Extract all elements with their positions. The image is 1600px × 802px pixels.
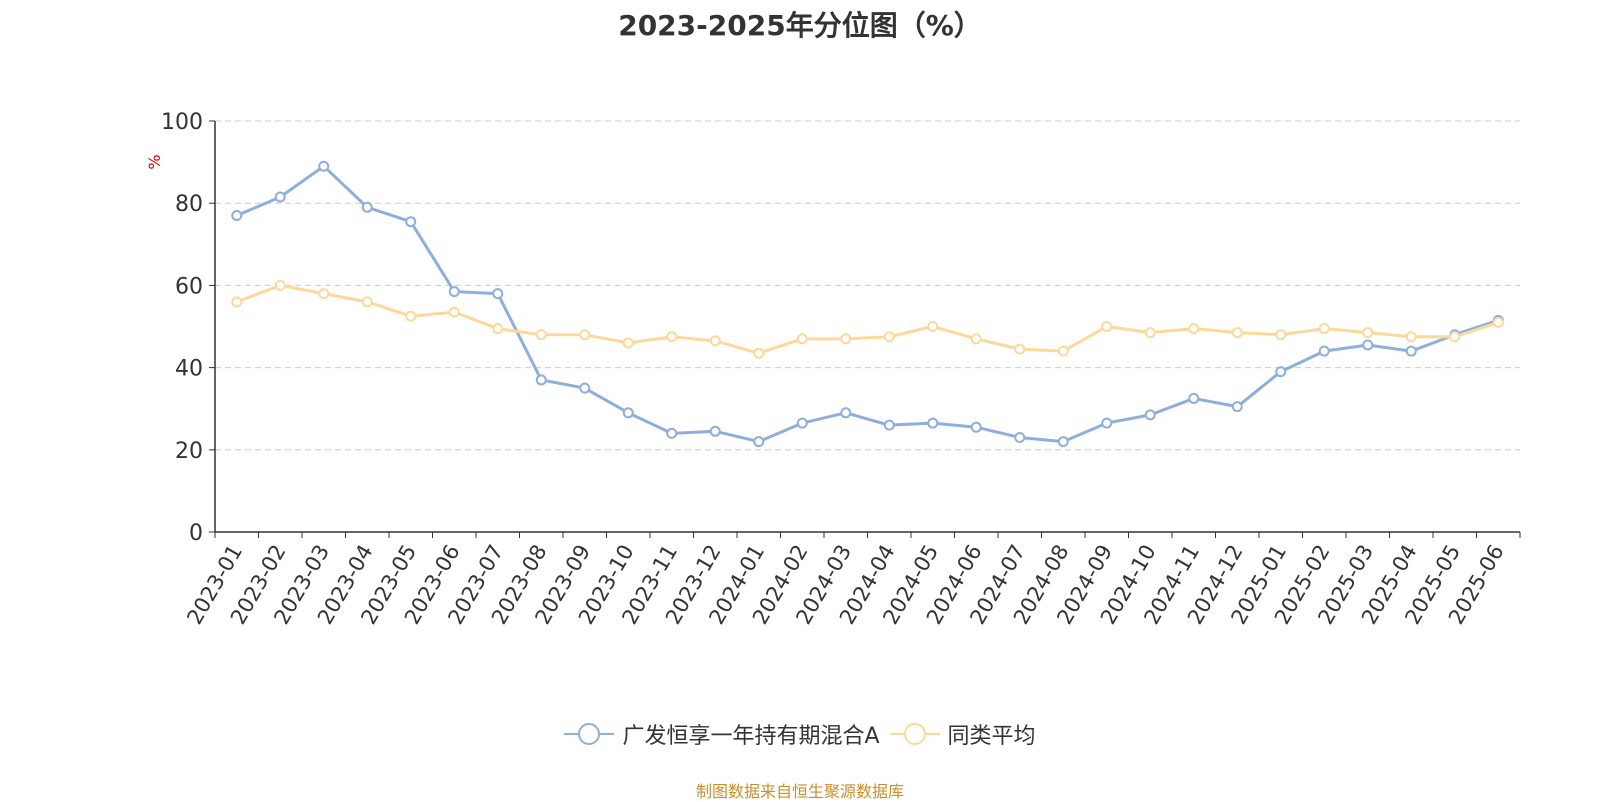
series-1-point	[883, 331, 895, 343]
series-0-point	[535, 374, 547, 386]
series-0-point	[579, 382, 591, 394]
series-0-point	[405, 216, 417, 228]
series-line-1	[236, 283, 1499, 355]
series-1-point	[622, 337, 634, 349]
series-0-point	[666, 427, 678, 439]
series-1-point	[1057, 345, 1069, 357]
series-1-point	[274, 279, 286, 291]
series-0-point	[231, 210, 243, 222]
series-1-point	[448, 306, 460, 318]
series-1-point	[1231, 327, 1243, 339]
series-1-point	[1492, 316, 1504, 328]
series-1-point	[666, 331, 678, 343]
series-1-point	[361, 296, 373, 308]
legend-swatch-series-b	[889, 723, 940, 745]
series-1-point	[1275, 329, 1287, 341]
series-0-point	[1014, 431, 1026, 443]
source-note: 制图数据来自恒生聚源数据库	[695, 782, 904, 801]
series-0-point	[709, 425, 721, 437]
series-0-point	[1405, 345, 1417, 357]
series-0-point	[796, 417, 808, 429]
series-0-point	[1231, 401, 1243, 413]
series-0-point	[970, 421, 982, 433]
series-1-point	[753, 347, 765, 359]
series-0-point	[927, 417, 939, 429]
series-0-point	[1188, 392, 1200, 404]
chart-title: 2023-2025年分位图（%）	[618, 9, 982, 42]
series-1-point	[1144, 327, 1156, 339]
series-0-point	[318, 160, 330, 172]
series-1-point	[231, 296, 243, 308]
series-1-point	[970, 333, 982, 345]
series-1-point	[840, 333, 852, 345]
series-0-point	[1057, 436, 1069, 448]
series-0-point	[1144, 409, 1156, 421]
y-tick-label: 60	[175, 274, 203, 299]
y-tick-label: 20	[175, 439, 203, 464]
legend-item-series-a[interactable]: 广发恒享一年持有期混合A	[564, 718, 880, 750]
series-0-point	[492, 288, 504, 300]
series-1-point	[1362, 327, 1374, 339]
series-1-point	[405, 310, 417, 322]
legend-label-series-a: 广发恒享一年持有期混合A	[622, 724, 880, 749]
series-0-point	[753, 436, 765, 448]
series-1-point	[1188, 323, 1200, 335]
series-1-point	[579, 329, 591, 341]
series-0-point	[1318, 345, 1330, 357]
y-tick-label: 40	[175, 357, 203, 382]
series-1-point	[318, 288, 330, 300]
series-0-point	[883, 419, 895, 431]
y-tick-label: 0	[189, 521, 203, 546]
series-0-point	[840, 407, 852, 419]
series-1-point	[927, 321, 939, 332]
series-1-point	[1449, 331, 1461, 343]
series-1-point	[492, 323, 504, 335]
y-axis-label: %	[145, 154, 164, 169]
legend-swatch-series-a	[564, 723, 615, 745]
series-0-point	[361, 201, 373, 213]
series-1-point	[1101, 321, 1113, 332]
series-0-point	[1101, 417, 1113, 429]
series-line-0	[236, 164, 1499, 444]
series-1-point	[1014, 343, 1026, 355]
legend-label-series-b: 同类平均	[947, 724, 1036, 749]
series-1-point	[796, 333, 808, 345]
series-0-point	[448, 286, 460, 298]
legend: 广发恒享一年持有期混合A 同类平均	[0, 718, 1600, 750]
legend-item-series-b[interactable]: 同类平均	[889, 718, 1036, 750]
y-tick-label: 80	[175, 192, 203, 217]
series-1-point	[709, 335, 721, 347]
series-0-point	[1275, 366, 1287, 378]
series-1-point	[535, 329, 547, 341]
series-1-point	[1318, 323, 1330, 335]
line-chart: 020406080100%2023-012023-022023-032023-0…	[145, 110, 1521, 628]
series-0-point	[622, 407, 634, 419]
series-1-point	[1405, 331, 1417, 343]
y-tick-label: 100	[161, 110, 203, 135]
series-0-point	[1362, 339, 1374, 351]
series-0-point	[274, 191, 286, 203]
